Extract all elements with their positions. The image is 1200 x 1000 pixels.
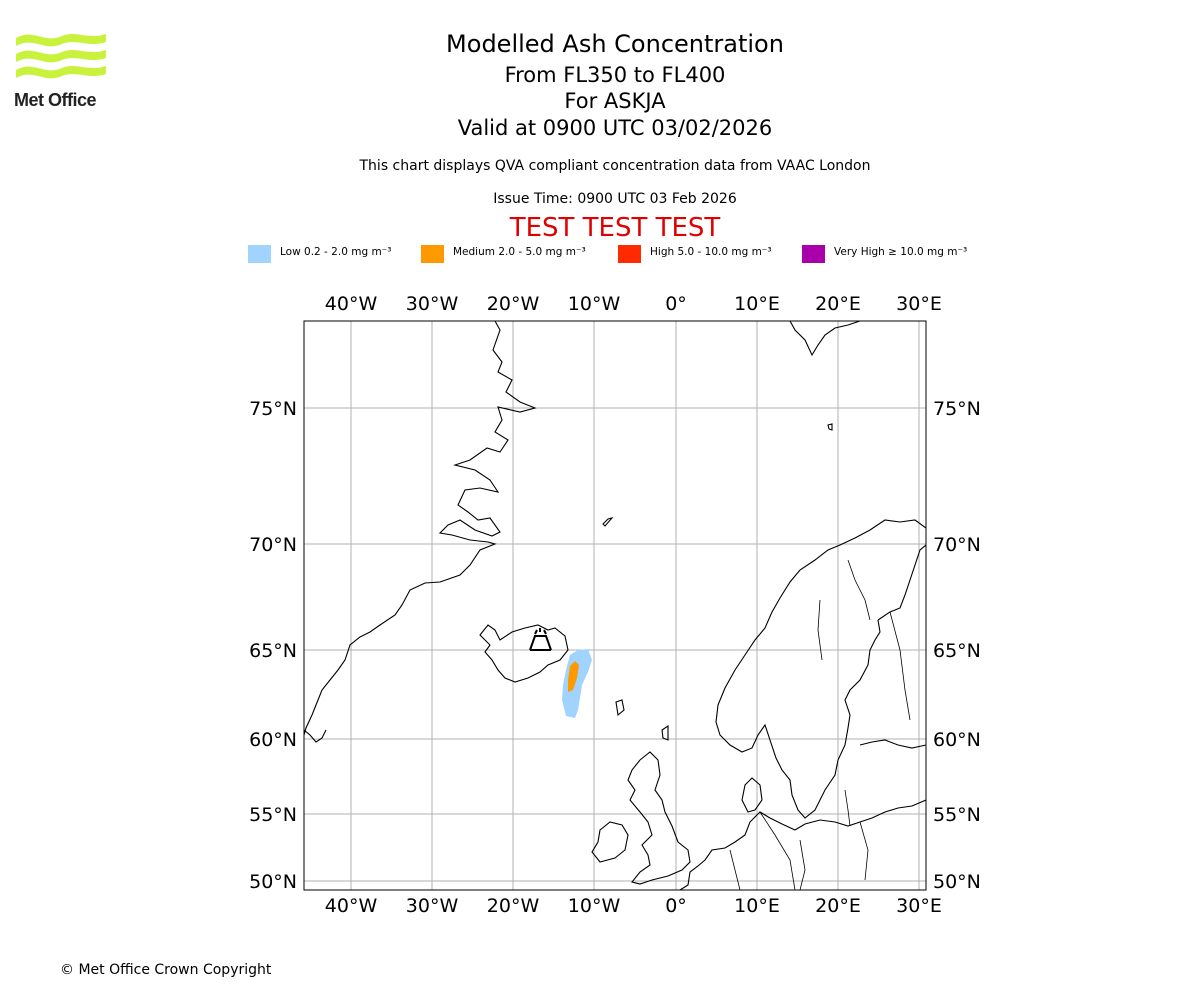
- lon-ticks-bottom: 40°W 30°W 20°W 10°W 0° 10°E 20°E 30°E: [325, 895, 942, 917]
- lon-tick-bottom: 0°: [665, 895, 687, 917]
- lat-tick-left: 55°N: [249, 804, 297, 826]
- lon-tick-top: 20°W: [487, 293, 540, 315]
- faroe-islands-coast: [615, 699, 625, 717]
- flight-level-range: From FL350 to FL400: [504, 63, 726, 87]
- lat-tick-right: 55°N: [933, 804, 981, 826]
- lat-tick-left: 65°N: [249, 640, 297, 662]
- chart-description: This chart displays QVA compliant concen…: [359, 158, 871, 174]
- bear-island-coast: [827, 423, 833, 431]
- coastlines: [304, 321, 926, 890]
- legend-swatch-medium: [421, 245, 444, 263]
- sweden-coast: [791, 619, 881, 819]
- lat-ticks-right: 75°N 70°N 65°N 60°N 55°N 50°N: [933, 398, 981, 893]
- lat-tick-left: 70°N: [249, 534, 297, 556]
- map-frame: [303, 320, 927, 891]
- volcano-name: For ASKJA: [564, 89, 666, 113]
- lat-tick-right: 60°N: [933, 729, 981, 751]
- legend-label-low: Low 0.2 - 2.0 mg m⁻³: [280, 246, 392, 258]
- norway-coast: [715, 519, 926, 796]
- lat-ticks-left: 75°N 70°N 65°N 60°N 55°N 50°N: [249, 398, 297, 893]
- lon-tick-top: 10°E: [734, 293, 780, 315]
- denmark-coast: [741, 777, 763, 813]
- baltic-coast: [859, 739, 926, 749]
- lon-tick-top: 40°W: [325, 293, 378, 315]
- legend-label-medium: Medium 2.0 - 5.0 mg m⁻³: [453, 246, 586, 258]
- lon-tick-bottom: 40°W: [325, 895, 378, 917]
- legend-swatch-very-high: [802, 245, 825, 263]
- lon-tick-top: 10°W: [568, 293, 621, 315]
- ash-cloud: [562, 649, 592, 718]
- country-borders: [729, 559, 911, 890]
- lon-tick-bottom: 20°E: [815, 895, 861, 917]
- lat-tick-left: 50°N: [249, 871, 297, 893]
- europe-coast: [679, 799, 926, 890]
- lon-tick-bottom: 10°E: [734, 895, 780, 917]
- ash-cloud-medium: [568, 661, 579, 692]
- met-office-logo-text: Met Office: [14, 90, 97, 110]
- finland-coast: [877, 544, 926, 621]
- lat-tick-right: 65°N: [933, 640, 981, 662]
- issue-time: Issue Time: 0900 UTC 03 Feb 2026: [493, 191, 737, 207]
- legend-swatch-high: [618, 245, 641, 263]
- iceland-coast: [479, 624, 569, 683]
- test-banner: TEST TEST TEST: [509, 213, 721, 243]
- ireland-coast: [591, 821, 629, 863]
- lon-tick-bottom: 30°W: [406, 895, 459, 917]
- graticule: [304, 321, 926, 890]
- lat-tick-right: 50°N: [933, 871, 981, 893]
- met-office-waves-icon: [16, 34, 106, 79]
- lon-tick-bottom: 30°E: [896, 895, 942, 917]
- lon-tick-top: 20°E: [815, 293, 861, 315]
- greenland-coast: [304, 321, 537, 736]
- lon-tick-top: 0°: [665, 293, 687, 315]
- lat-tick-right: 70°N: [933, 534, 981, 556]
- legend-label-high: High 5.0 - 10.0 mg m⁻³: [650, 246, 772, 258]
- copyright-notice: © Met Office Crown Copyright: [60, 962, 272, 978]
- met-office-logo: Met Office: [14, 30, 108, 112]
- lat-tick-left: 60°N: [249, 729, 297, 751]
- shetland-coast: [661, 724, 669, 741]
- svalbard-coast: [789, 321, 861, 357]
- great-britain-coast: [627, 751, 691, 885]
- lon-tick-bottom: 10°W: [568, 895, 621, 917]
- lon-tick-top: 30°W: [406, 293, 459, 315]
- ash-cloud-low: [562, 649, 592, 718]
- lon-ticks-top: 40°W 30°W 20°W 10°W 0° 10°E 20°E 30°E: [325, 293, 942, 315]
- lat-tick-right: 75°N: [933, 398, 981, 420]
- legend-label-very-high: Very High ≥ 10.0 mg m⁻³: [834, 246, 968, 258]
- lat-tick-left: 75°N: [249, 398, 297, 420]
- chart-title: Modelled Ash Concentration: [446, 30, 784, 58]
- legend-swatch-low: [248, 245, 271, 263]
- greenland-coast-south: [304, 729, 327, 743]
- jan-mayen-coast: [602, 517, 614, 527]
- volcano-marker-icon: [529, 628, 552, 651]
- lon-tick-top: 30°E: [896, 293, 942, 315]
- lon-tick-bottom: 20°W: [487, 895, 540, 917]
- valid-time: Valid at 0900 UTC 03/02/2026: [457, 116, 773, 140]
